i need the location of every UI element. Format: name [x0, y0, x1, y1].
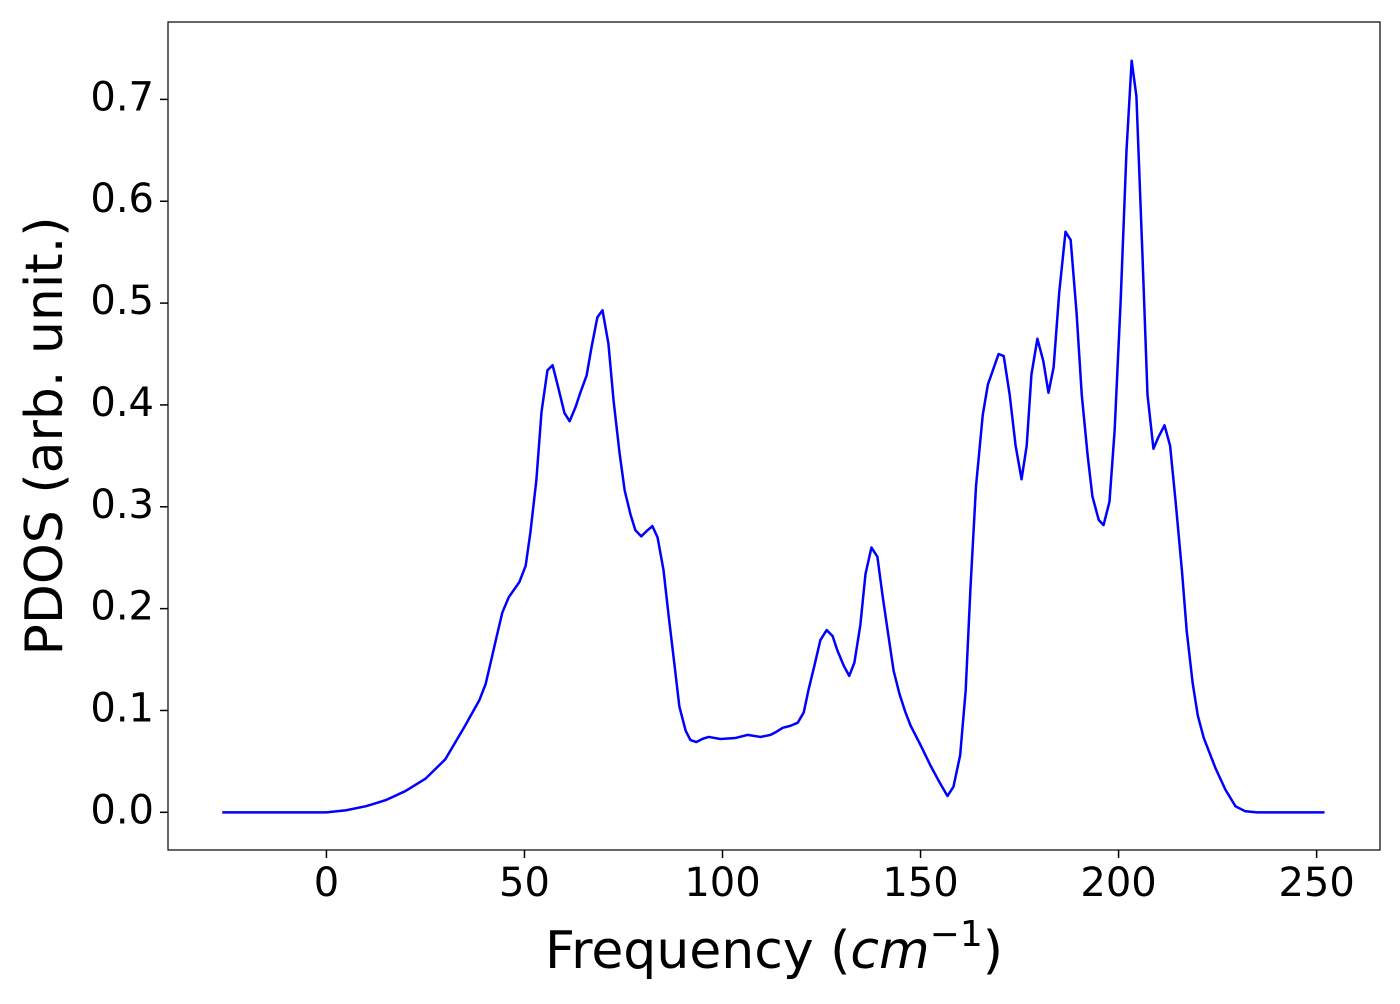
- y-tick-label: 0.4: [90, 380, 154, 426]
- y-tick-label: 0.0: [90, 787, 154, 833]
- x-label-unit: cm: [850, 921, 929, 981]
- y-tick-label: 0.3: [90, 482, 154, 528]
- y-tick-label: 0.7: [90, 74, 154, 120]
- y-tick-label: 0.2: [90, 584, 154, 630]
- x-tick-label: 250: [1278, 860, 1354, 906]
- x-tick-label: 100: [684, 860, 760, 906]
- data-line: [222, 59, 1325, 814]
- y-axis-label: PDOS (arb. unit.): [15, 216, 75, 655]
- x-tick-label: 50: [499, 860, 550, 906]
- y-tick-label: 0.6: [90, 176, 154, 222]
- x-label-text: ): [983, 921, 1003, 981]
- y-tick-label: 0.5: [90, 278, 154, 324]
- y-tick-label: 0.1: [90, 685, 154, 731]
- x-label-text: Frequency (: [545, 921, 850, 981]
- x-tick-label: 150: [882, 860, 958, 906]
- x-tick-label: 200: [1080, 860, 1156, 906]
- x-axis-label: Frequency (cm−1): [545, 914, 1003, 981]
- x-tick-label: 0: [314, 860, 339, 906]
- plot-frame: [167, 21, 1381, 851]
- x-label-exponent: −1: [930, 914, 983, 955]
